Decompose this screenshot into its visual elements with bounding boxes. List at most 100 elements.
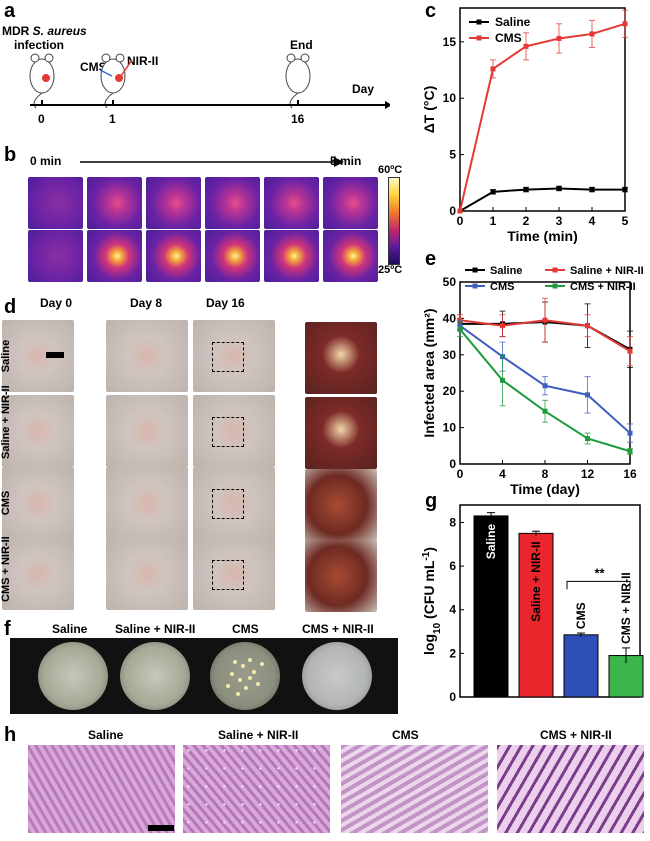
legend-label-1: Saline + NIR-II — [570, 265, 644, 277]
wound-photo-r2-c0 — [2, 467, 74, 539]
x-tick-label: 3 — [556, 214, 563, 228]
zoom-box-r1 — [212, 417, 244, 447]
zoom-box-r3 — [212, 560, 244, 590]
panel-label-d: d — [4, 296, 17, 318]
excised-tissue-photo-r1 — [305, 397, 377, 469]
panel-label-a: a — [4, 0, 16, 22]
colorbar-min-label: 25ºC — [378, 264, 403, 276]
mouse-icon-day1 — [99, 53, 133, 109]
data-point — [457, 208, 463, 214]
data-point — [523, 43, 529, 49]
petri-dish-cms-nir — [302, 642, 372, 710]
thermal-image-r0-c5 — [323, 177, 378, 229]
infection-label-italic: S. aureus — [32, 24, 87, 38]
infection-label-line2: infection — [14, 38, 64, 52]
bacterial-colonies — [226, 658, 264, 696]
row-label-3: CMS + NIR-II — [0, 536, 12, 602]
petri-dish-saline — [38, 642, 108, 710]
infection-label-line1: MDR S. aureus — [2, 24, 87, 38]
thermal-image-r0-c0 — [28, 177, 83, 229]
data-point — [490, 189, 496, 195]
histo-label-cms: CMS — [392, 728, 419, 742]
y-tick-label: 10 — [443, 421, 457, 435]
x-tick-label: 0 — [457, 214, 464, 228]
wound-photo-r1-c1 — [106, 395, 188, 467]
bar-label-3: CMS + NIR-II — [619, 572, 633, 644]
legend-marker-3 — [552, 283, 558, 289]
panel-label-c: c — [425, 0, 437, 22]
data-point — [589, 187, 595, 193]
petri-dish-cms — [210, 642, 280, 710]
thermal-image-r0-c1 — [87, 177, 142, 229]
legend-label-3: CMS + NIR-II — [570, 281, 636, 293]
wound-photo-r3-c0 — [2, 538, 74, 610]
x-tick-label: 4 — [499, 467, 506, 481]
time-end-label: 5 min — [330, 154, 362, 168]
end-label: End — [290, 38, 313, 52]
bar-label-0: Saline — [484, 524, 498, 560]
dish-label-saline-nir: Saline + NIR-II — [115, 622, 196, 636]
bar-2 — [563, 634, 599, 698]
data-point — [627, 430, 633, 436]
thermal-image-r1-c3 — [205, 230, 260, 282]
data-point — [542, 317, 548, 323]
data-point — [490, 66, 496, 72]
data-point — [523, 187, 529, 193]
zoom-box-r2 — [212, 489, 244, 519]
histo-label-saline: Saline — [88, 728, 124, 742]
y-axis-label: Infected area (mm²) — [421, 308, 437, 437]
y-tick-label: 20 — [443, 384, 457, 398]
legend-label-1: CMS — [495, 31, 522, 45]
chart-g-cfu: 0 2 4 6 8 log10 (CFU mL-1) Saline Saline + NIR-… — [421, 504, 644, 704]
data-point — [585, 436, 590, 442]
panel-label-g: g — [425, 490, 438, 512]
data-point — [556, 35, 562, 41]
y-tick-label: 30 — [443, 348, 457, 362]
thermal-image-r1-c2 — [146, 230, 201, 282]
x-axis-label: Time (min) — [507, 228, 578, 244]
col-label-day0: Day 0 — [40, 296, 73, 310]
nir-irradiation-label: NIR-II — [127, 54, 159, 68]
bar-1 — [518, 532, 554, 698]
legend-marker-1 — [476, 35, 482, 41]
y-tick-label: 15 — [443, 35, 457, 49]
data-point — [622, 187, 628, 193]
timeline-tick-0: 0 — [38, 112, 45, 126]
x-tick-label: 4 — [589, 214, 596, 228]
legend-label-2: CMS — [490, 281, 514, 293]
zoom-box-r0 — [212, 342, 244, 372]
row-label-2: CMS — [0, 490, 12, 516]
wound-photo-r3-c1 — [106, 538, 188, 610]
wound-photo-r2-c1 — [106, 467, 188, 539]
y-tick-label: 50 — [443, 275, 457, 289]
histo-label-saline-nir: Saline + NIR-II — [218, 728, 299, 742]
y-tick-label: 0 — [449, 457, 456, 471]
x-tick-label: 0 — [457, 467, 464, 481]
excised-tissue-photo-r3 — [305, 540, 377, 612]
data-point — [500, 323, 505, 329]
chart-c-temperature: 0 1 2 3 4 5 0 5 10 15 Time (min) ΔT (°C) Saline CMS — [421, 7, 629, 244]
legend-marker-0 — [476, 19, 482, 25]
thermal-image-r1-c4 — [264, 230, 319, 282]
y-tick-label: 6 — [449, 559, 456, 573]
y-tick-label: 5 — [449, 148, 456, 162]
dish-label-cms-nir: CMS + NIR-II — [302, 622, 374, 636]
data-point — [585, 323, 590, 329]
x-tick-label: 16 — [623, 467, 637, 481]
data-point — [585, 392, 590, 398]
data-point — [622, 21, 628, 27]
thermal-image-r0-c2 — [146, 177, 201, 229]
legend-marker-1 — [552, 267, 558, 273]
data-point — [556, 185, 562, 191]
dish-label-cms: CMS — [232, 622, 259, 636]
chart-e-infected-area: 0 4 8 12 16 0 10 20 30 40 50 Time (day) Infected are… — [421, 265, 644, 497]
timeline-tick-1: 1 — [109, 112, 116, 126]
panel-label-e: e — [425, 248, 437, 270]
thermal-image-r0-c3 — [205, 177, 260, 229]
data-point — [542, 383, 548, 389]
col-label-day8: Day 8 — [130, 296, 163, 310]
wound-photo-r3-c2 — [193, 538, 275, 610]
bar-label-1: Saline + NIR-II — [529, 541, 543, 621]
histology-cms — [341, 745, 488, 833]
panel-label-f: f — [4, 618, 11, 640]
